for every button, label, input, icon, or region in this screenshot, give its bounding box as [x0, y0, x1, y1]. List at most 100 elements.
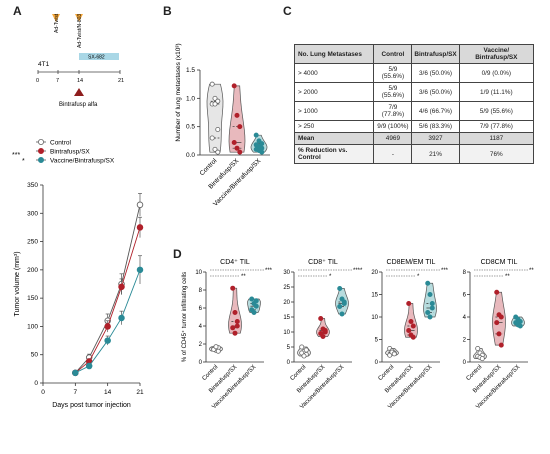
ad-twist-arrow-icon [52, 14, 60, 22]
y-tick-label: 2 [463, 338, 467, 344]
y-tick-label: 2 [199, 342, 203, 348]
data-point [209, 81, 215, 87]
panel-label-a: A [13, 4, 22, 18]
y-tick-label: 0.0 [186, 152, 195, 159]
table-cell: 76% [458, 144, 535, 164]
data-point [215, 348, 221, 354]
y-tick-label: 250 [27, 239, 38, 246]
data-point [391, 351, 397, 357]
significance-mark: * [329, 274, 332, 280]
table-cell: 1187 [458, 132, 535, 145]
schedule-day-label: 0 [36, 78, 39, 84]
schedule-day-label: 7 [56, 78, 59, 84]
data-point [215, 149, 221, 155]
data-point [303, 347, 309, 353]
cells-label: 4T1 [38, 61, 50, 68]
y-tick-label: 8 [199, 288, 203, 294]
data-point [517, 323, 523, 329]
data-point [209, 135, 215, 141]
y-tick-label: 350 [27, 182, 38, 189]
significance-mark: *** [441, 268, 449, 274]
data-point [337, 304, 343, 310]
data-point [425, 280, 431, 286]
subplot-title: CD8CM TIL [481, 259, 518, 266]
y-tick-label: 4 [199, 324, 203, 330]
data-point [498, 342, 504, 348]
data-point [249, 296, 255, 302]
data-point [494, 289, 500, 295]
data-point [118, 283, 125, 291]
data-point [429, 305, 435, 311]
table-cell: - [373, 144, 413, 164]
series-line [75, 204, 141, 374]
data-point [318, 316, 324, 322]
table-cell: 5/9 (55.6%) [373, 82, 413, 102]
data-point [341, 299, 347, 305]
data-point [406, 301, 412, 307]
y-tick-label: 300 [27, 210, 38, 217]
significance-mark: *** [265, 268, 273, 274]
y-tick-label: 15 [371, 293, 378, 299]
legend-a: Control Bintrafusp/SX Vaccine/Bintrafusp/S… [36, 138, 115, 164]
panel-label-c: C [283, 4, 292, 18]
table-cell: 3927 [411, 132, 460, 145]
category-label: Control [199, 157, 219, 177]
significance-mark: **** [353, 268, 363, 274]
data-point [320, 334, 326, 340]
y-tick-label: 50 [31, 352, 39, 359]
x-axis-label: Days post tumor injection [52, 402, 131, 409]
y-tick-label: 0 [34, 380, 38, 387]
data-point [406, 328, 412, 334]
data-point [230, 285, 236, 291]
data-point [425, 310, 431, 316]
data-point [136, 201, 144, 209]
table-header: Control [373, 44, 413, 64]
panel-label-b: B [163, 4, 172, 18]
legend-marker [38, 156, 45, 163]
treatment-schedule: 4T1 SX-682 Ad-Twist Ad-Twist/N-803 Bintr… [36, 13, 124, 108]
y-tick-label: 5 [375, 338, 379, 344]
data-point [408, 319, 414, 325]
panel-label-d: D [173, 247, 182, 261]
y-tick-label: 1.5 [186, 67, 195, 74]
data-point [213, 344, 219, 350]
table-cell: 3/6 (50.0%) [411, 82, 460, 102]
legend-label: Vaccine/Bintrafusp/SX [50, 157, 115, 164]
y-tick-label: 10 [195, 270, 202, 276]
table-cell: 4/6 (66.7%) [411, 101, 460, 121]
y-tick-label: 0 [287, 360, 291, 366]
legend-label: Control [50, 139, 72, 146]
data-point [498, 314, 504, 320]
table-row: > 1000 7/9 (77.8%) 4/6 (66.7%) 5/9 (55.6… [293, 101, 535, 121]
drug-label: Bintrafusp alfa [59, 102, 98, 108]
y-tick-label: 1.0 [186, 95, 195, 102]
data-point [212, 101, 218, 107]
data-point [251, 310, 257, 316]
data-point [237, 124, 243, 130]
y-tick-label: 6 [463, 293, 467, 299]
table-cell: 5/6 (83.3%) [411, 120, 460, 133]
data-point [427, 292, 433, 298]
significance-mark: * [417, 274, 420, 280]
category-label: Control [377, 364, 395, 382]
table-header: Vaccine/ Bintrafusp/SX [458, 44, 535, 64]
table-cell: > 1000 [293, 101, 375, 121]
data-point [215, 127, 221, 133]
y-tick-label: 5 [287, 345, 291, 351]
bintrafusp-arrow-icon [74, 88, 84, 96]
table-cell: 5/9 (55.6%) [458, 101, 535, 121]
data-point [301, 353, 307, 359]
data-point [104, 337, 111, 344]
significance-mark: ** [505, 274, 510, 280]
data-point [136, 266, 144, 274]
significance-mark: ** [529, 268, 534, 274]
data-point [230, 325, 236, 331]
x-tick-label: 7 [74, 389, 78, 396]
sig-a-1: *** [12, 152, 20, 159]
table-header: Bintrafusp/SX [411, 44, 460, 64]
data-point [429, 301, 435, 307]
y-axis-label: Tumor volume (mm³) [14, 251, 21, 316]
data-point [234, 323, 240, 329]
data-point [72, 369, 79, 377]
data-point [232, 310, 238, 316]
